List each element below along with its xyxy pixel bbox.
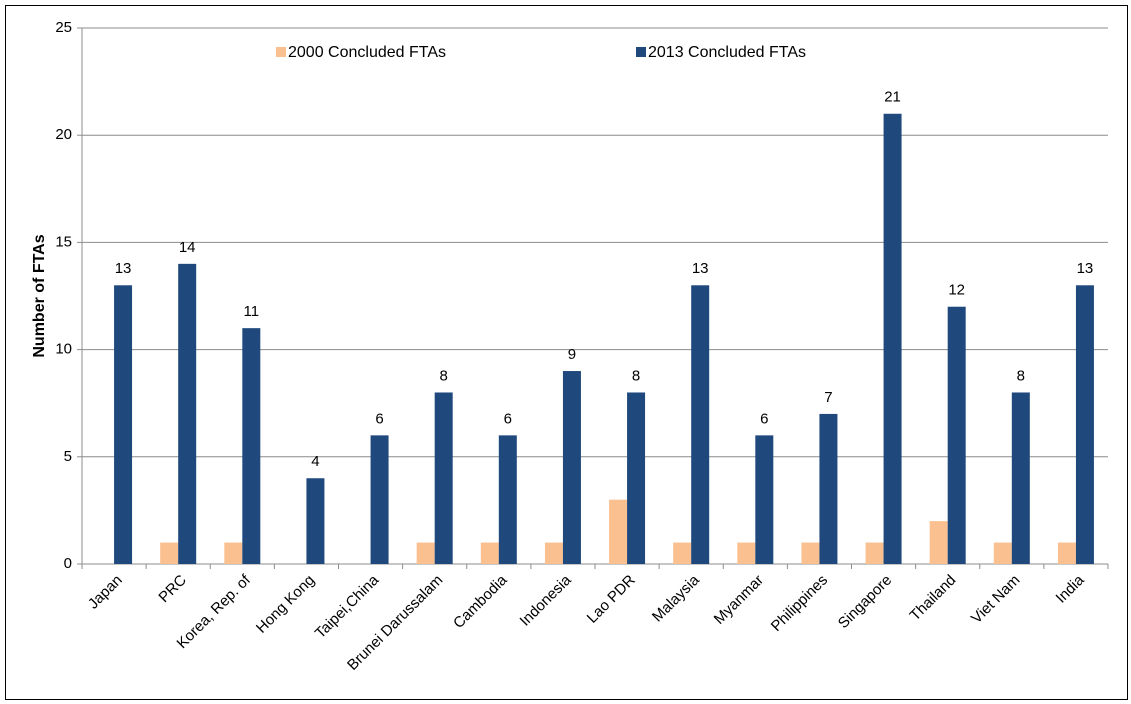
bar — [370, 435, 389, 564]
y-tick-label: 20 — [55, 126, 72, 143]
y-tick-label: 25 — [55, 19, 72, 36]
bar — [224, 542, 243, 564]
legend-swatch — [276, 47, 286, 57]
bar — [178, 263, 197, 564]
y-axis-label: Number of FTAs — [31, 234, 48, 357]
data-label: 6 — [375, 410, 383, 427]
legend-swatch — [636, 47, 646, 57]
y-tick-label: 0 — [64, 555, 72, 572]
bar — [242, 328, 261, 564]
bar — [498, 435, 517, 564]
bar — [673, 542, 692, 564]
bar — [1075, 285, 1094, 564]
bar — [691, 285, 710, 564]
data-label: 8 — [440, 367, 448, 384]
bar — [1057, 542, 1076, 564]
bar — [883, 113, 902, 564]
data-label: 6 — [760, 410, 768, 427]
data-label: 13 — [692, 260, 709, 277]
y-tick-label: 15 — [55, 233, 72, 250]
bar — [929, 521, 948, 564]
bar — [865, 542, 884, 564]
data-label: 12 — [948, 282, 965, 299]
bar — [434, 392, 453, 564]
bar — [544, 542, 563, 564]
bar — [1011, 392, 1030, 564]
y-tick-label: 10 — [55, 341, 72, 358]
bar — [114, 285, 133, 564]
data-label: 13 — [1077, 260, 1094, 277]
bar — [755, 435, 774, 564]
data-label: 9 — [568, 346, 576, 363]
data-label: 4 — [311, 453, 319, 470]
data-label: 21 — [884, 89, 901, 106]
legend-label: 2013 Concluded FTAs — [648, 44, 806, 61]
bar — [416, 542, 435, 564]
data-label: 11 — [244, 303, 260, 320]
bar — [801, 542, 820, 564]
bar — [627, 392, 646, 564]
bar — [306, 478, 325, 564]
bar — [562, 371, 581, 564]
data-label: 8 — [632, 367, 640, 384]
data-label: 13 — [115, 260, 132, 277]
data-label: 6 — [504, 410, 512, 427]
bar — [993, 542, 1012, 564]
y-tick-label: 5 — [64, 448, 72, 465]
bar — [609, 499, 628, 564]
bar — [819, 413, 838, 564]
bar — [737, 542, 756, 564]
legend-label: 2000 Concluded FTAs — [288, 44, 446, 61]
bar — [480, 542, 499, 564]
data-label: 14 — [179, 239, 196, 256]
data-label: 8 — [1017, 367, 1025, 384]
data-label: 7 — [824, 389, 832, 406]
bar — [947, 306, 966, 564]
bar — [160, 542, 179, 564]
